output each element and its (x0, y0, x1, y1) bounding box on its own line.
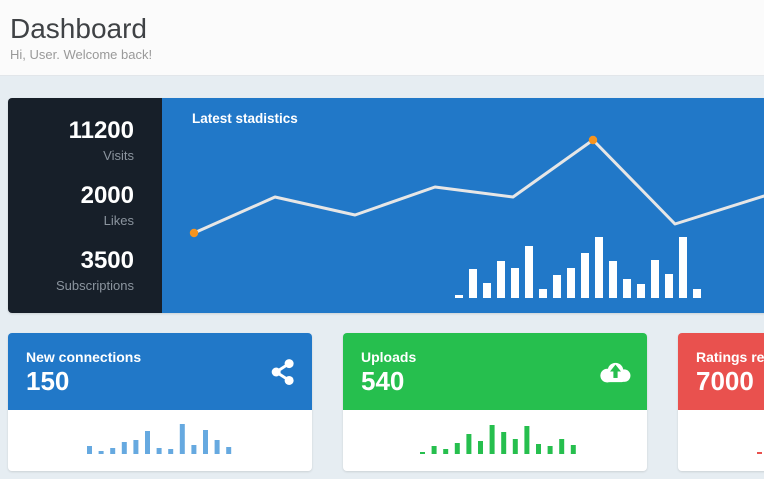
page-title: Dashboard (10, 13, 147, 44)
card-title: Uploads (361, 349, 417, 365)
card-value: 7000 (696, 366, 754, 396)
stat-likes: 2000 Likes (8, 182, 134, 228)
card-header: Ratings received 7000 (678, 333, 764, 410)
share-icon (270, 358, 297, 385)
statistics-panel: 11200 Visits 2000 Likes 3500 Subscriptio… (8, 98, 764, 313)
stat-visits: 11200 Visits (8, 117, 134, 163)
sparkline-bars (420, 425, 576, 454)
sparkline-bars (87, 424, 232, 454)
card-header: Uploads 540 (343, 333, 647, 410)
chart-title: Latest stadistics (192, 111, 298, 126)
sparkline-bars (757, 452, 762, 454)
card-title: New connections (26, 349, 142, 365)
cloud-upload-icon (599, 360, 632, 384)
card-sparkline (343, 410, 647, 471)
stat-label: Visits (103, 147, 134, 163)
page-header: Dashboard Hi, User. Welcome back! (0, 0, 764, 76)
stat-value: 2000 (80, 182, 134, 210)
card-value: 540 (361, 366, 405, 396)
card-header: New connections 150 (8, 333, 312, 410)
card-sparkline (8, 410, 312, 471)
stats-sidebar: 11200 Visits 2000 Likes 3500 Subscriptio… (8, 98, 162, 313)
stat-label: Subscriptions (55, 277, 134, 293)
page-subtitle: Hi, User. Welcome back! (10, 47, 153, 63)
new-connections-card[interactable]: New connections 150 (8, 333, 312, 471)
stat-value: 11200 (68, 117, 134, 145)
line-and-bar-chart (189, 135, 764, 298)
card-value: 150 (26, 366, 70, 396)
stat-label: Likes (103, 212, 134, 228)
card-sparkline (678, 410, 764, 471)
stat-value: 3500 (80, 247, 134, 275)
uploads-card[interactable]: Uploads 540 (343, 333, 647, 471)
card-title: Ratings received (696, 349, 764, 365)
stat-subscriptions: 3500 Subscriptions (8, 247, 134, 293)
ratings-received-card[interactable]: Ratings received 7000 (678, 333, 764, 471)
latest-statistics-chart: Latest stadistics (162, 98, 764, 313)
